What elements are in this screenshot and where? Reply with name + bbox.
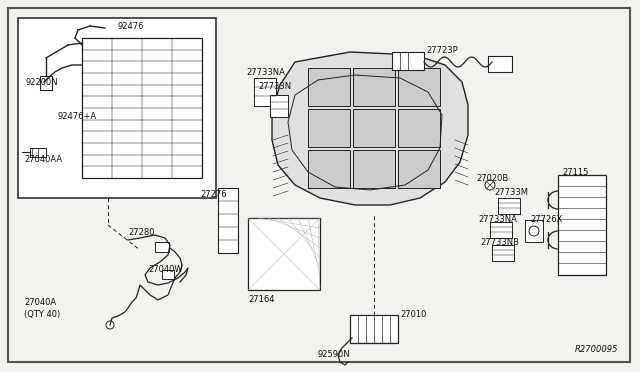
Text: 27040A: 27040A: [24, 298, 56, 307]
Text: 92476: 92476: [118, 22, 145, 31]
Text: 92590N: 92590N: [318, 350, 351, 359]
Bar: [308, 109, 350, 147]
Bar: [558, 175, 606, 275]
Bar: [492, 245, 514, 261]
Bar: [82, 38, 202, 178]
Bar: [398, 150, 440, 188]
Text: 92200N: 92200N: [25, 78, 58, 87]
Text: 92476+A: 92476+A: [57, 112, 96, 121]
Bar: [350, 315, 398, 343]
Bar: [488, 56, 512, 72]
Bar: [18, 18, 216, 198]
Bar: [398, 68, 440, 106]
Text: 27733NB: 27733NB: [480, 238, 519, 247]
Bar: [308, 68, 350, 106]
Text: R2700095: R2700095: [575, 345, 618, 354]
Bar: [353, 150, 395, 188]
Bar: [498, 198, 520, 214]
Bar: [398, 109, 440, 147]
Circle shape: [106, 321, 114, 329]
Text: 27733NA: 27733NA: [246, 68, 285, 77]
Bar: [392, 52, 424, 70]
Text: 27733NA: 27733NA: [478, 215, 517, 224]
Bar: [162, 270, 174, 279]
Bar: [155, 242, 169, 252]
Text: 27726X: 27726X: [530, 215, 563, 224]
Text: 27280: 27280: [128, 228, 154, 237]
Bar: [254, 78, 276, 106]
Bar: [248, 218, 320, 290]
Bar: [218, 188, 238, 253]
Text: 27733N: 27733N: [258, 82, 291, 91]
Text: 27010: 27010: [400, 310, 426, 319]
Text: 27040W: 27040W: [148, 265, 182, 274]
Bar: [490, 222, 512, 238]
Text: 27276: 27276: [200, 190, 227, 199]
Text: 27733M: 27733M: [494, 188, 528, 197]
Text: 27020B: 27020B: [476, 174, 508, 183]
Polygon shape: [272, 52, 468, 205]
Text: 27040AA: 27040AA: [24, 155, 62, 164]
Bar: [270, 95, 288, 117]
Text: 27723P: 27723P: [426, 46, 458, 55]
Bar: [525, 220, 543, 242]
Bar: [30, 148, 46, 157]
Bar: [353, 109, 395, 147]
Text: 27115: 27115: [562, 168, 588, 177]
Circle shape: [485, 180, 495, 190]
Bar: [308, 150, 350, 188]
Bar: [353, 68, 395, 106]
Text: (QTY 40): (QTY 40): [24, 310, 60, 319]
Text: 27164: 27164: [248, 295, 275, 304]
Circle shape: [529, 226, 539, 236]
Bar: [40, 76, 52, 90]
